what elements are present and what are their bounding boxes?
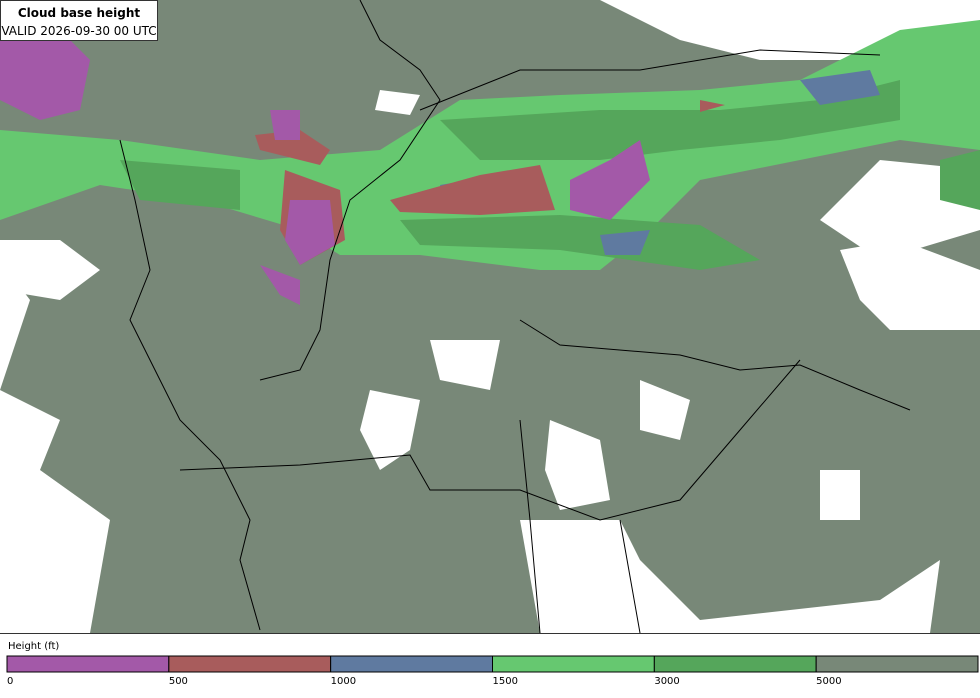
colorbar-tick-label: 1500 [493, 676, 518, 687]
colorbar: 0 500 1000 1500 3000 5000 [6, 655, 979, 687]
map [0, 0, 980, 633]
valid-time: VALID 2026-09-30 00 UTC [1, 24, 157, 38]
colorbar-segment [653, 655, 817, 673]
colorbar-segment [168, 655, 332, 673]
title-box: Cloud base height VALID 2026-09-30 00 UT… [0, 0, 158, 41]
legend-label: Height (ft) [8, 641, 60, 652]
colorbar-tick-label: 5000 [816, 676, 841, 687]
cloud-area-3000 [120, 80, 980, 270]
cloud-area-1000 [440, 70, 880, 255]
colorbar-tick-label: 1000 [331, 676, 356, 687]
title: Cloud base height [17, 6, 141, 20]
colorbar-segment [492, 655, 655, 673]
colorbar-tick-label: 3000 [654, 676, 679, 687]
colorbar-segment [330, 655, 493, 673]
colorbar-tick-label: 500 [169, 676, 188, 687]
cloud-area-500 [255, 100, 725, 265]
colorbar-segment [815, 655, 979, 673]
colorbar-segment [6, 655, 170, 673]
coastlines [119, 0, 911, 633]
colorbar-tick-label: 0 [7, 676, 13, 687]
legend: Height (ft) 0 500 1000 1500 3000 5000 [0, 633, 980, 698]
